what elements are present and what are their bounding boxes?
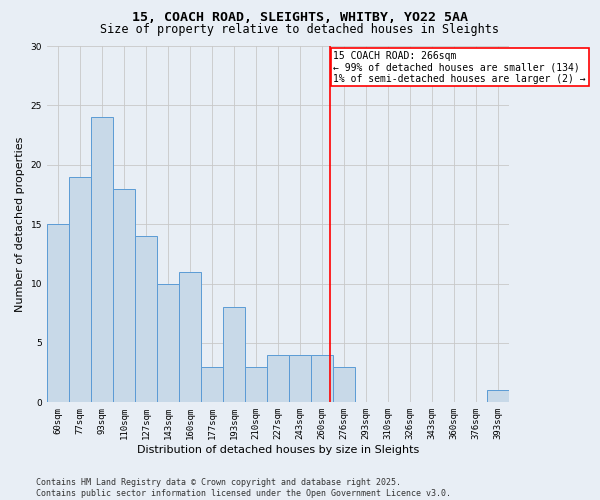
Bar xyxy=(333,366,355,402)
Bar xyxy=(487,390,509,402)
X-axis label: Distribution of detached houses by size in Sleights: Distribution of detached houses by size … xyxy=(137,445,419,455)
Bar xyxy=(135,236,157,402)
Y-axis label: Number of detached properties: Number of detached properties xyxy=(15,136,25,312)
Bar xyxy=(69,176,91,402)
Bar xyxy=(157,284,179,403)
Text: Contains HM Land Registry data © Crown copyright and database right 2025.
Contai: Contains HM Land Registry data © Crown c… xyxy=(36,478,451,498)
Bar xyxy=(47,224,69,402)
Bar xyxy=(201,366,223,402)
Bar xyxy=(113,188,135,402)
Text: Size of property relative to detached houses in Sleights: Size of property relative to detached ho… xyxy=(101,22,499,36)
Bar xyxy=(311,355,333,403)
Text: 15, COACH ROAD, SLEIGHTS, WHITBY, YO22 5AA: 15, COACH ROAD, SLEIGHTS, WHITBY, YO22 5… xyxy=(132,11,468,24)
Text: 15 COACH ROAD: 266sqm
← 99% of detached houses are smaller (134)
1% of semi-deta: 15 COACH ROAD: 266sqm ← 99% of detached … xyxy=(334,51,586,84)
Bar xyxy=(91,118,113,403)
Bar xyxy=(267,355,289,403)
Bar xyxy=(223,308,245,402)
Bar xyxy=(245,366,267,402)
Bar xyxy=(179,272,201,402)
Bar xyxy=(289,355,311,403)
